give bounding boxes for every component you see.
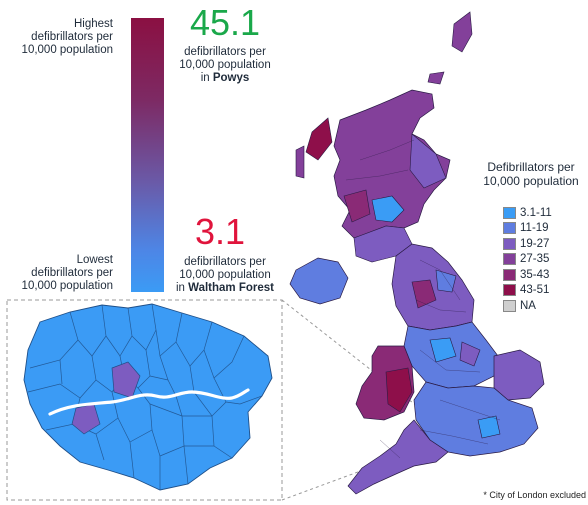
london-inset-frame xyxy=(6,299,283,501)
legend-label: 43-51 xyxy=(520,284,550,297)
scale-high-label: Highest defibrillators per 10,000 popula… xyxy=(21,18,113,56)
highest-place-line: in Powys xyxy=(164,72,286,85)
legend-label: NA xyxy=(520,299,536,312)
highest-place-prefix: in xyxy=(200,72,213,84)
uk-map xyxy=(289,11,545,495)
scale-low-label: Lowest defibrillators per 10,000 populat… xyxy=(21,254,113,292)
legend-item: 3.1-11 xyxy=(503,205,583,221)
legend-swatch xyxy=(503,206,516,219)
legend-item: NA xyxy=(503,298,583,314)
legend-item: 19-27 xyxy=(503,236,583,252)
legend-swatch xyxy=(503,299,516,312)
highest-place: Powys xyxy=(212,72,250,84)
legend: 3.1-11 11-19 19-27 27-35 35-43 43-51 NA xyxy=(503,205,583,314)
legend-swatch xyxy=(503,284,516,297)
legend-swatch xyxy=(503,222,516,235)
lowest-place-line: in Waltham Forest xyxy=(164,282,286,295)
highest-description: defibrillators per 10,000 population xyxy=(179,46,271,71)
legend-swatch xyxy=(503,253,516,266)
legend-title: Defibrillators per 10,000 population xyxy=(483,160,579,188)
lowest-value: 3.1 xyxy=(194,211,246,252)
legend-item: 27-35 xyxy=(503,252,583,268)
legend-label: 3.1-11 xyxy=(520,206,552,219)
legend-item: 43-51 xyxy=(503,283,583,299)
lowest-place-prefix: in xyxy=(176,282,189,294)
london-map xyxy=(23,303,273,491)
footnote: * City of London excluded xyxy=(483,490,586,500)
lowest-description: defibrillators per 10,000 population xyxy=(179,256,271,281)
lowest-place: Waltham Forest xyxy=(188,282,274,294)
legend-label: 19-27 xyxy=(520,237,550,250)
legend-label: 11-19 xyxy=(520,222,549,235)
legend-label: 35-43 xyxy=(520,268,550,281)
legend-label: 27-35 xyxy=(520,253,550,266)
legend-item: 35-43 xyxy=(503,267,583,283)
legend-swatch xyxy=(503,237,516,250)
legend-swatch xyxy=(503,268,516,281)
highest-value: 45.1 xyxy=(189,2,261,43)
color-scale-bar xyxy=(131,18,164,292)
legend-item: 11-19 xyxy=(503,221,583,237)
